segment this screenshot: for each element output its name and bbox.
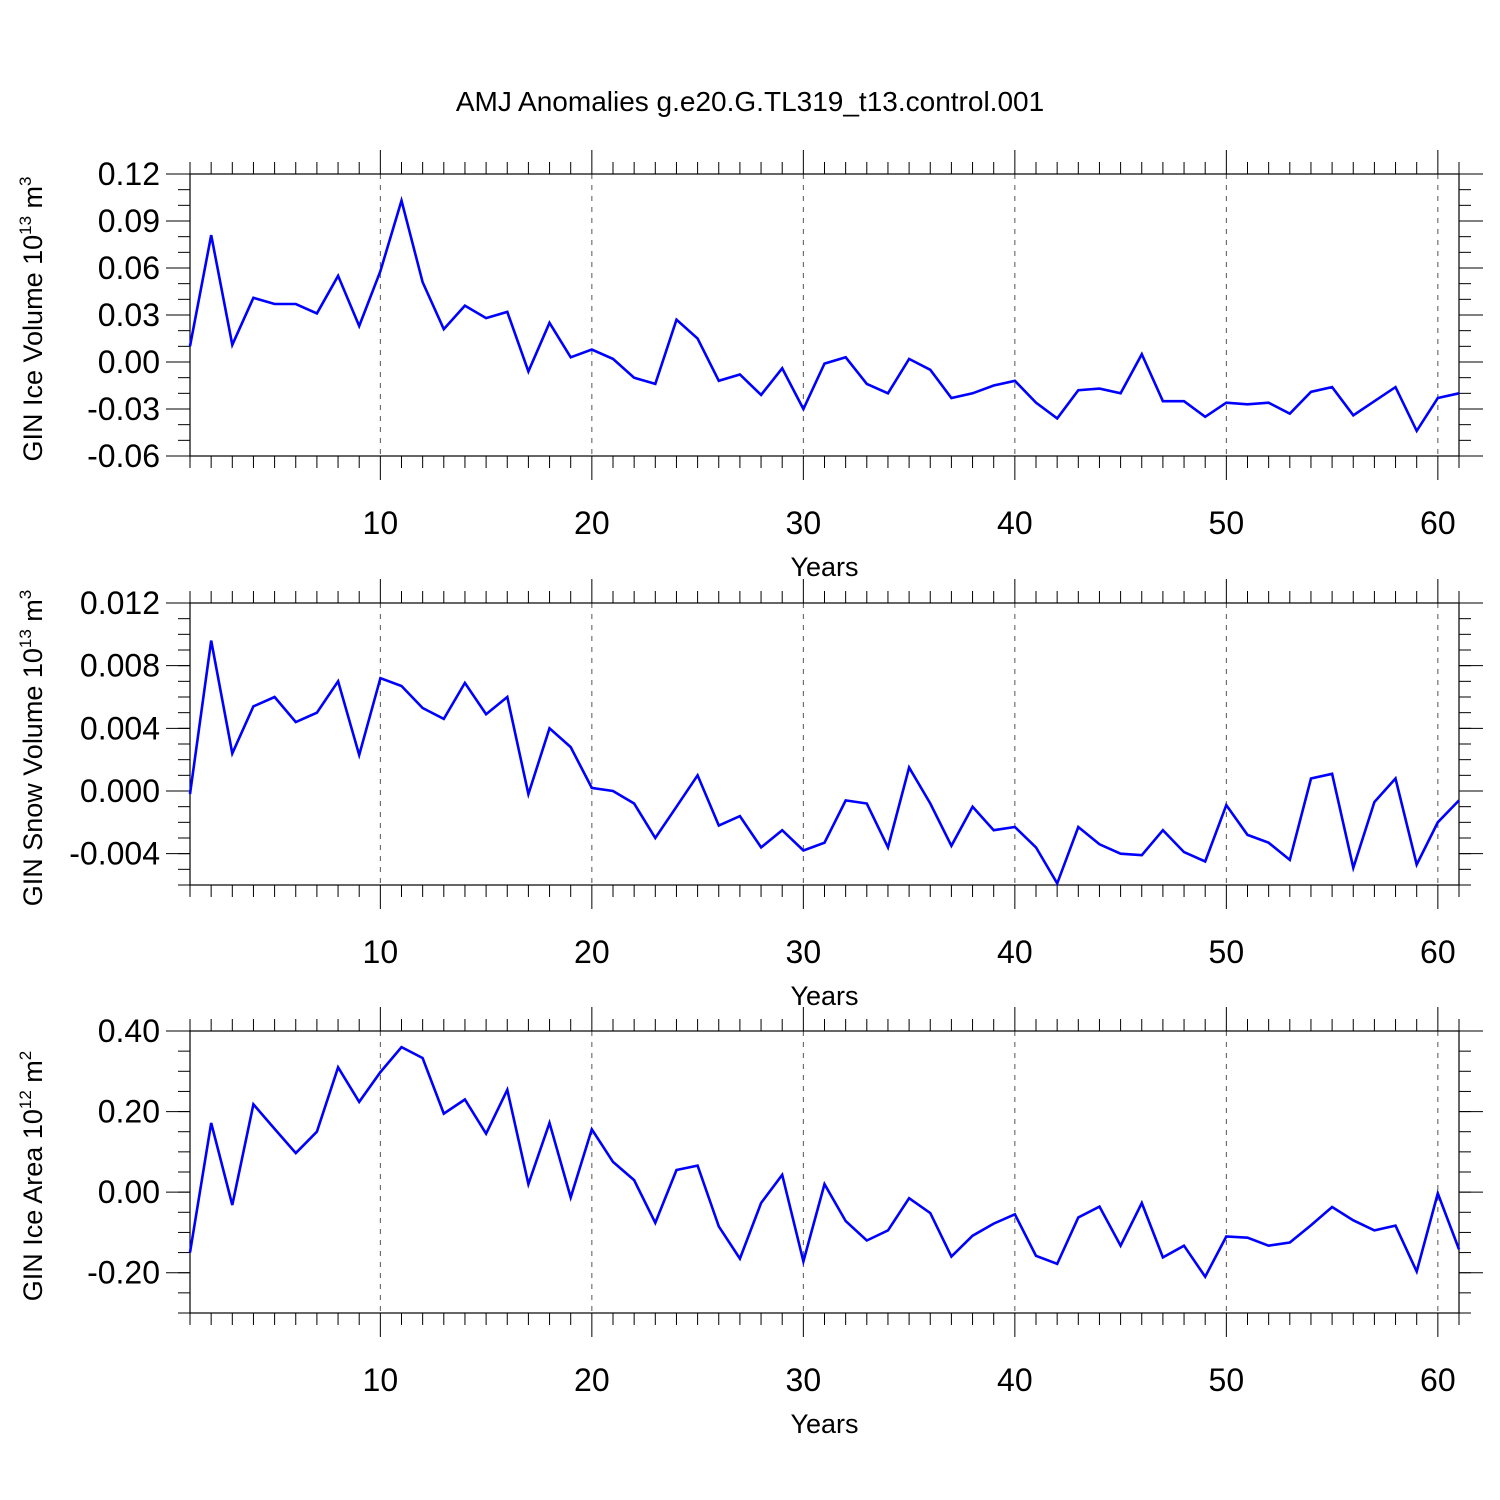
x-tick-label: 30 — [786, 934, 822, 970]
x-tick-label: 40 — [997, 1362, 1033, 1398]
y-axis-title-superscript: 2 — [16, 1051, 35, 1060]
y-axis-title-text: m — [18, 186, 48, 216]
y-tick-label: 0.12 — [98, 156, 160, 192]
y-axis-title-text: GIN Ice Volume 10 — [18, 235, 48, 462]
plot-frame — [189, 173, 1460, 457]
x-tick-label: 20 — [574, 505, 610, 541]
x-tick-label: 50 — [1209, 934, 1245, 970]
x-tick-label: 60 — [1420, 1362, 1456, 1398]
y-axis-title-superscript: 12 — [16, 1090, 35, 1109]
x-tick-label: 50 — [1209, 505, 1245, 541]
chart-title: AMJ Anomalies g.e20.G.TL319_t13.control.… — [455, 86, 1045, 117]
y-tick-label: 0.06 — [98, 250, 160, 286]
x-axis-title: Years — [790, 1409, 858, 1439]
y-tick-label: 0.008 — [80, 648, 160, 684]
y-tick-label: 0.000 — [80, 773, 160, 809]
y-tick-label: 0.09 — [98, 203, 160, 239]
y-axis-title: GIN Snow Volume 1013 m3 — [16, 590, 48, 907]
y-tick-label: 0.20 — [98, 1094, 160, 1130]
y-tick-label: 0.03 — [98, 297, 160, 333]
y-axis-title-superscript: 13 — [16, 216, 35, 235]
y-axis-title: GIN Ice Volume 1013 m3 — [16, 176, 48, 461]
y-tick-label: -0.004 — [69, 836, 160, 872]
x-tick-label: 10 — [363, 934, 399, 970]
y-tick-label: -0.20 — [87, 1255, 160, 1291]
x-tick-label: 60 — [1420, 934, 1456, 970]
x-tick-label: 10 — [363, 505, 399, 541]
y-axis-title-text: m — [18, 599, 48, 629]
x-tick-label: 20 — [574, 1362, 610, 1398]
y-tick-label: 0.012 — [80, 585, 160, 621]
x-tick-label: 40 — [997, 934, 1033, 970]
x-tick-label: 60 — [1420, 505, 1456, 541]
y-axis-title-superscript: 3 — [16, 176, 35, 185]
x-tick-label: 30 — [786, 1362, 822, 1398]
y-tick-label: 0.00 — [98, 1174, 160, 1210]
chart-panel-1: 0.12 0.09 0.06 0.03 0.00 -0.03 -0.06 10 20 30 40 50… — [16, 150, 1483, 582]
chart-panel-2: 0.012 0.008 0.004 0.000 -0.004 10 20 30 40 50 60 Ye… — [16, 579, 1483, 1011]
x-axis-title: Years — [790, 552, 858, 582]
y-axis-title-text: GIN Ice Area 10 — [18, 1109, 48, 1301]
x-tick-label: 50 — [1209, 1362, 1245, 1398]
x-tick-label: 20 — [574, 934, 610, 970]
y-axis-title-text: m — [18, 1060, 48, 1090]
x-tick-label: 10 — [363, 1362, 399, 1398]
y-axis-title: GIN Ice Area 1012 m2 — [16, 1051, 48, 1302]
x-axis-title: Years — [790, 981, 858, 1011]
y-tick-label: -0.06 — [87, 438, 160, 474]
y-tick-label: 0.40 — [98, 1013, 160, 1049]
x-tick-label: 40 — [997, 505, 1033, 541]
y-tick-label: 0.00 — [98, 344, 160, 380]
chart-panel-3: 0.40 0.20 0.00 -0.20 10 20 30 40 50 60 Years GIN Ic… — [16, 1007, 1483, 1439]
y-tick-label: -0.03 — [87, 391, 160, 427]
y-axis-title-superscript: 13 — [16, 629, 35, 648]
x-tick-label: 30 — [786, 505, 822, 541]
y-tick-label: 0.004 — [80, 710, 160, 746]
y-axis-title-text: GIN Snow Volume 10 — [18, 648, 48, 906]
y-axis-title-superscript: 3 — [16, 590, 35, 599]
